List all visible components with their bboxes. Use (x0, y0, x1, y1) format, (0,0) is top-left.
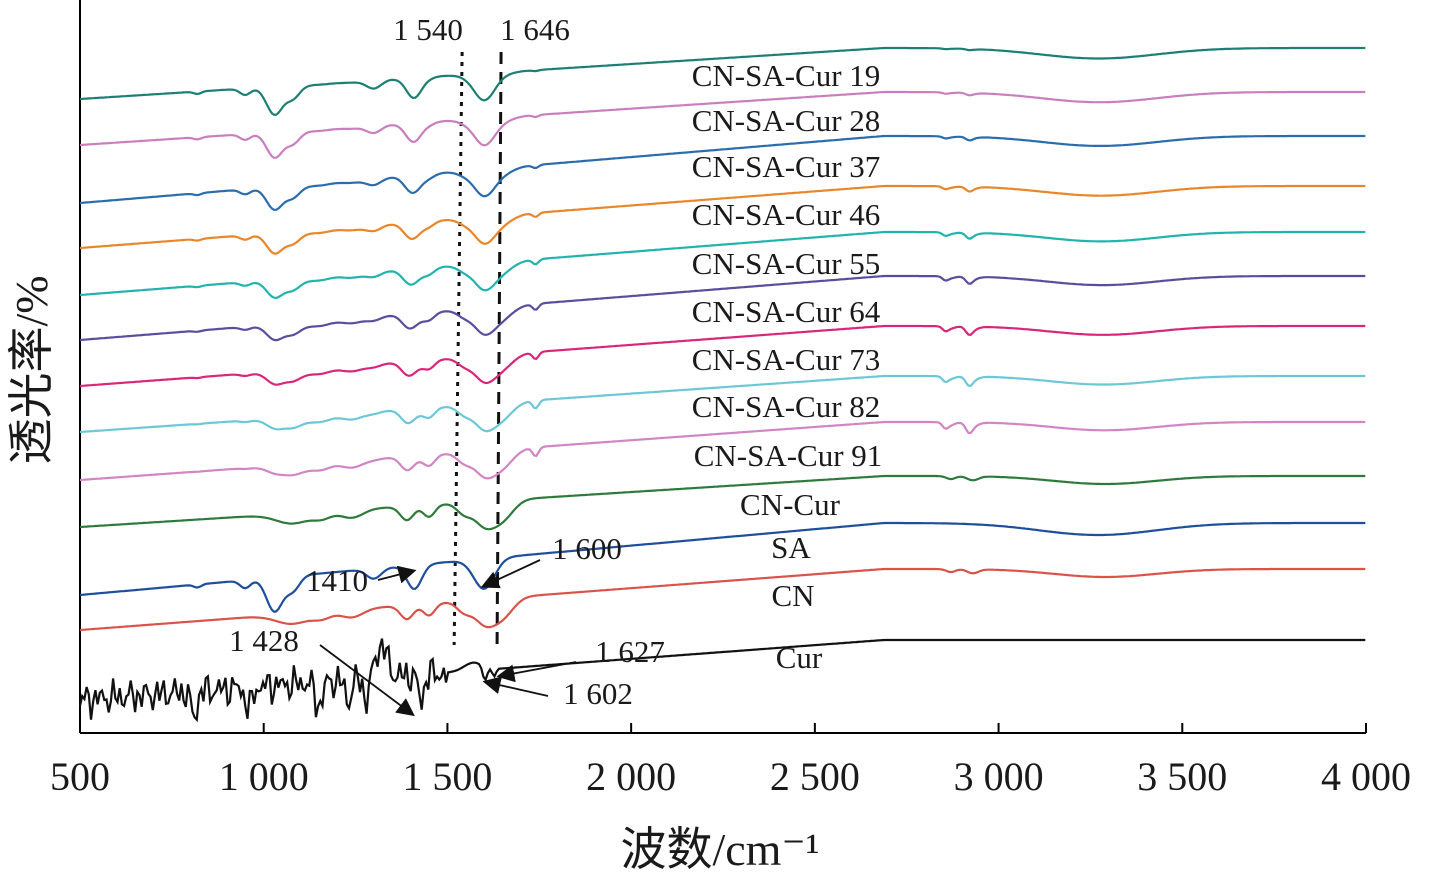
reference-line-1646 (495, 51, 503, 646)
series-label: CN-SA-Cur 28 (692, 103, 881, 138)
series-lines (78, 46, 1366, 723)
series-label: CN-SA-Cur 82 (692, 389, 881, 424)
peak-annotation-arrow (319, 644, 415, 717)
series-line (79, 230, 1366, 300)
peak-annotation-label: 1 600 (552, 531, 622, 566)
y-axis-title: 透光率/% (6, 275, 57, 464)
series-label: CN-SA-Cur 64 (692, 294, 881, 329)
series-label: CN (771, 578, 814, 613)
x-tick-label: 2 500 (770, 754, 860, 799)
x-tick-label: 1 000 (219, 754, 309, 799)
series-line (79, 521, 1366, 613)
series-label: SA (771, 530, 811, 565)
peak-annotation-label: 1 540 (393, 12, 463, 47)
series-line (79, 567, 1366, 632)
peak-annotation-label: 1 646 (500, 12, 570, 47)
series-line (79, 134, 1366, 211)
peak-annotation-label: 1 428 (229, 623, 299, 658)
series-label: CN-SA-Cur 46 (692, 197, 881, 232)
series-label: CN-SA-Cur 55 (692, 246, 881, 281)
series-line (79, 184, 1366, 255)
x-ticks: 500 1 000 1 500 2 000 2 500 3 000 3 500 4 000 (50, 723, 1411, 799)
series-label: Cur (776, 640, 823, 675)
reference-line-1540 (452, 51, 464, 646)
series-label: CN-SA-Cur 19 (692, 58, 881, 93)
series-label: CN-Cur (740, 487, 841, 522)
plot-area (79, 0, 1366, 734)
series-line (79, 474, 1366, 531)
series-label: CN-SA-Cur 91 (694, 438, 883, 473)
series-label: CN-SA-Cur 73 (692, 342, 881, 377)
series-line (78, 638, 1366, 723)
peak-annotation-arrow (377, 565, 417, 584)
peak-annotation-arrow (496, 661, 577, 683)
series-line (79, 46, 1366, 116)
x-axis-title: 波数/cm⁻¹ (620, 824, 819, 875)
series-label: CN-SA-Cur 37 (692, 149, 881, 184)
x-tick-label: 3 000 (954, 754, 1044, 799)
peak-annotation-arrow (480, 559, 541, 589)
series-line (79, 420, 1366, 482)
x-tick-label: 3 500 (1137, 754, 1227, 799)
x-tick-label: 4 000 (1321, 754, 1411, 799)
peak-annotation-label: 1 627 (595, 634, 665, 669)
peak-annotation-label: 1 602 (563, 676, 633, 711)
x-tick-label: 2 000 (586, 754, 676, 799)
series-labels: CN-SA-Cur 19 CN-SA-Cur 28 CN-SA-Cur 37 CN-S… (692, 58, 883, 675)
series-line (79, 274, 1366, 342)
series-line (79, 374, 1366, 434)
series-line (79, 90, 1366, 159)
peak-annotation-arrow (482, 676, 549, 697)
x-tick-label: 1 500 (402, 754, 492, 799)
peak-annotation-label: 1410 (306, 563, 368, 598)
series-line (79, 324, 1366, 388)
x-tick-label: 500 (50, 754, 110, 799)
